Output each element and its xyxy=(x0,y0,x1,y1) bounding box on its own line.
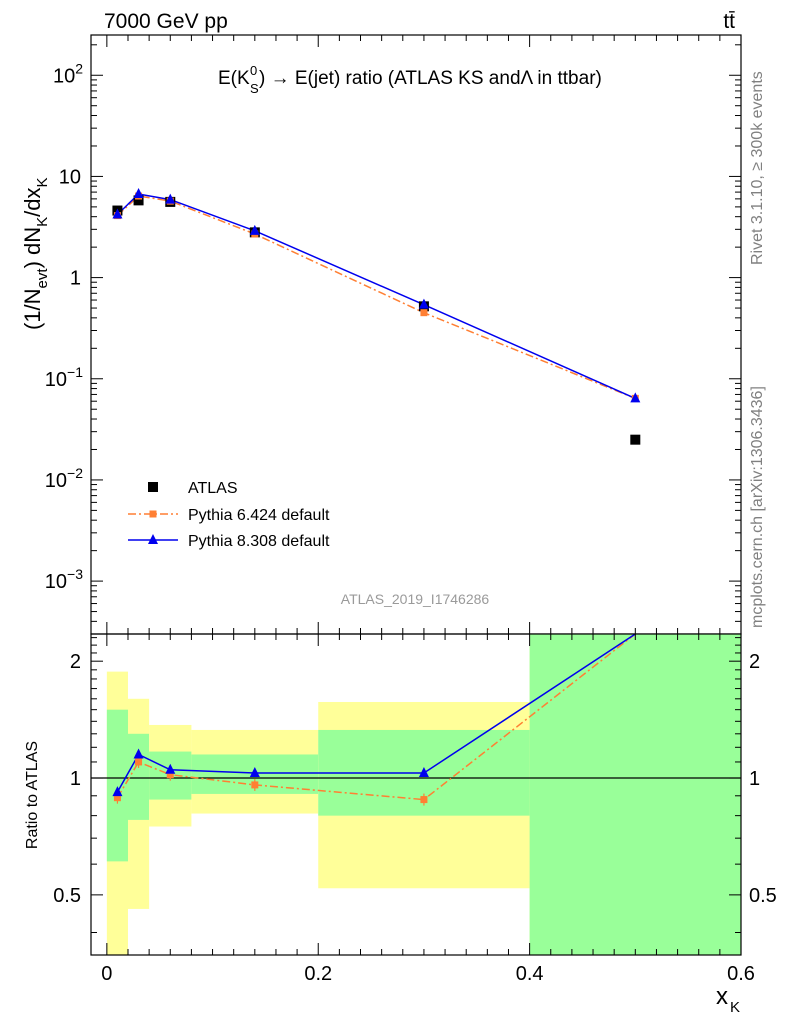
x-axis-title: x K xyxy=(716,983,740,1016)
main-ytick-label: 10 xyxy=(59,166,81,188)
ratio-ytick-label-right: 2 xyxy=(749,651,760,673)
title-sub: S xyxy=(250,81,259,96)
ratio-xtick-label: 0 xyxy=(101,963,112,985)
main-point-pythia-6-424-default xyxy=(420,309,428,317)
mcplots-label: mcplots.cern.ch [arXiv:1306.3436] xyxy=(749,386,766,628)
main-ytick-label: 10−1 xyxy=(45,364,83,391)
x-axis-title-main: x xyxy=(716,983,728,1010)
ratio-point-pythia-6-424-default xyxy=(251,781,259,789)
main-ytick-label: 10−2 xyxy=(45,465,83,492)
ratio-ytick-label-right: 1 xyxy=(749,768,760,790)
main-title: E(K 0 S ) → E(jet) ratio (ATLAS KS andΛ … xyxy=(218,63,602,96)
main-point-atlas xyxy=(630,434,641,445)
legend-label-atlas: ATLAS xyxy=(188,480,238,497)
ratio-line-pythia-6-424-default xyxy=(116,633,636,801)
ratio-xtick-label: 0.2 xyxy=(304,963,332,985)
ratio-xtick-label: 0.4 xyxy=(516,963,544,985)
main-series-layer xyxy=(112,188,641,445)
ratio-point-pythia-6-424-default xyxy=(420,796,428,804)
title-prefix: E(K xyxy=(218,68,250,89)
title-rest: ) → E(jet) ratio (ATLAS KS andΛ in ttbar… xyxy=(259,68,602,89)
ratio-point-pythia-6-424-default xyxy=(166,771,174,779)
main-point-pythia-8-308-default xyxy=(165,193,176,204)
main-ytick-label: 102 xyxy=(53,60,83,87)
ratio-band-green xyxy=(127,733,150,820)
ratio-point-pythia-8-308-default xyxy=(133,748,144,759)
main-ytick-label: 1 xyxy=(70,268,81,290)
ratio-point-pythia-8-308-default xyxy=(418,767,429,778)
legend-marker-pythia-8-308-default xyxy=(148,534,158,544)
ratio-ytick-label-left: 2 xyxy=(70,651,81,673)
legend-label-pythia-8-308-default: Pythia 8.308 default xyxy=(188,533,330,550)
main-ytick-label: 10−3 xyxy=(45,566,83,593)
legend: ATLAS Pythia 6.424 default Pythia 8.308 de… xyxy=(128,480,330,550)
main-point-pythia-8-308-default xyxy=(630,392,641,403)
process-label: tt̄ xyxy=(723,10,735,33)
main-point-pythia-8-308-default xyxy=(133,188,144,199)
legend-marker-atlas xyxy=(148,482,158,492)
main-point-pythia-8-308-default xyxy=(249,224,260,235)
energy-label: 7000 GeV pp xyxy=(104,10,228,33)
ratio-point-pythia-8-308-default xyxy=(249,767,260,778)
x-axis-title-sub: K xyxy=(730,999,740,1016)
legend-marker-pythia-6-424-default xyxy=(149,510,157,518)
ratio-series-layer xyxy=(112,633,636,806)
ratio-xtick-label: 0.6 xyxy=(727,963,755,985)
ratio-ytick-label-right: 0.5 xyxy=(749,885,777,907)
ratio-point-pythia-6-424-default xyxy=(135,758,143,766)
ratio-point-pythia-8-308-default xyxy=(165,763,176,774)
ratio-axes: 0.5 0.5 1 1 2 2 0 0.2 0.4 0.6 xyxy=(53,633,777,985)
ratio-frame xyxy=(90,633,742,956)
ratio-ytick-label-left: 0.5 xyxy=(53,885,81,907)
rivet-label: Rivet 3.1.10, ≥ 300k events xyxy=(749,71,766,265)
main-point-pythia-8-308-default xyxy=(112,208,123,219)
ratio-ytick-label-left: 1 xyxy=(70,768,81,790)
main-point-atlas xyxy=(133,195,144,206)
ratio-point-pythia-6-424-default xyxy=(113,794,121,802)
ratio-band-green xyxy=(106,709,128,862)
main-point-pythia-8-308-default xyxy=(418,298,429,309)
ratio-ylabel: Ratio to ATLAS xyxy=(24,741,41,849)
ratio-band-green xyxy=(529,634,741,955)
title-sup: 0 xyxy=(250,63,257,78)
analysis-watermark: ATLAS_2019_I1746286 xyxy=(341,591,490,607)
ratio-point-pythia-8-308-default xyxy=(112,786,123,797)
legend-label-pythia-6-424-default: Pythia 6.424 default xyxy=(188,507,330,524)
main-axes: 10−3 10−2 10−1 1 10 102 xyxy=(45,34,742,635)
